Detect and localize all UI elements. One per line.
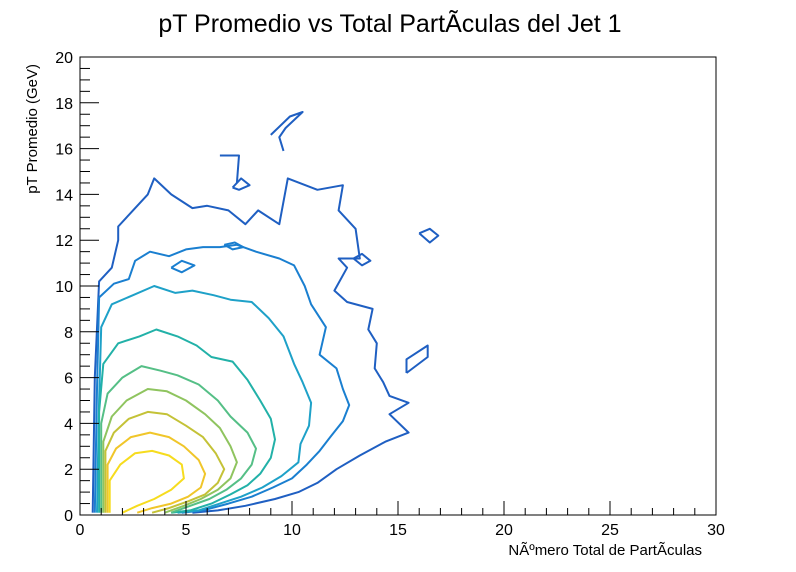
contour-level-1-path-5 [418,227,440,244]
contour-level-3-path-1 [96,285,313,514]
y-tick-label: 8 [64,325,73,342]
x-axis: 0 5 10 15 20 25 30 [76,501,725,539]
contour-level-1-path-1 [91,177,410,514]
y-tick-label: 6 [64,371,73,388]
plot-frame [79,56,717,516]
y-axis: 0 2 4 6 8 10 12 14 16 18 20 [55,50,99,525]
contour-lines [91,111,440,514]
contour-level-1-path-3 [270,111,304,152]
x-tick-label: 25 [601,522,619,539]
contour-level-1-path-7 [405,344,429,374]
x-tick-label: 5 [182,522,191,539]
y-axis-label: pT Promedio (GeV) [24,64,41,194]
contour-level-2-path-3 [223,241,245,251]
contour-level-1-path-4 [231,177,251,191]
contour-level-8-path-1 [106,431,207,514]
y-tick-label: 18 [55,96,73,113]
y-tick-label: 14 [55,187,73,204]
contour-level-2-path-1 [93,243,351,514]
y-tick-label: 10 [55,279,73,296]
contour-level-1-path-2 [219,154,240,183]
y-tick-label: 2 [64,462,73,479]
contour-level-1-path-6 [352,252,372,267]
y-tick-label: 12 [55,233,73,250]
contour-level-4-path-1 [98,328,276,514]
x-tick-label: 0 [76,522,85,539]
y-tick-label: 20 [55,50,73,67]
x-axis-label: NÃºmero Total de PartÃ­culas [508,542,702,559]
contour-level-6-path-1 [102,388,238,514]
contour-level-2-path-2 [170,259,196,274]
x-tick-label: 30 [707,522,725,539]
chart-title: pT Promedio vs Total PartÃ­culas del Jet… [158,9,621,38]
y-tick-label: 16 [55,142,73,159]
y-tick-label: 0 [64,508,73,525]
x-tick-label: 15 [389,522,407,539]
x-tick-label: 10 [283,522,301,539]
x-tick-label: 20 [495,522,513,539]
y-tick-label: 4 [64,416,73,433]
contour-level-9-path-1 [108,449,185,514]
contour-level-7-path-1 [104,410,226,514]
contour-level-5-path-1 [100,365,257,514]
